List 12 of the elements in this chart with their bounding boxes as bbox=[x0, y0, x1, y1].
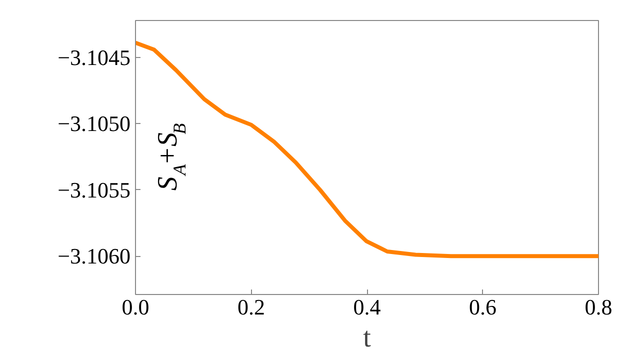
y-axis-title: SA+SB bbox=[152, 123, 190, 191]
x-tick-label: 0.8 bbox=[584, 294, 612, 320]
x-tick-label: 0.0 bbox=[122, 294, 150, 320]
x-tick-label: 0.4 bbox=[353, 294, 381, 320]
line-series bbox=[136, 40, 598, 258]
x-tick-label: 0.6 bbox=[469, 294, 496, 320]
y-tick-label: −3.1050 bbox=[58, 111, 131, 136]
x-tick-label: 0.2 bbox=[238, 294, 265, 320]
x-axis-title: t bbox=[363, 322, 372, 354]
y-tick-label: −3.1055 bbox=[58, 177, 131, 202]
y-tick-label: −3.1060 bbox=[58, 244, 131, 269]
y-tick-label: −3.1045 bbox=[58, 45, 131, 70]
